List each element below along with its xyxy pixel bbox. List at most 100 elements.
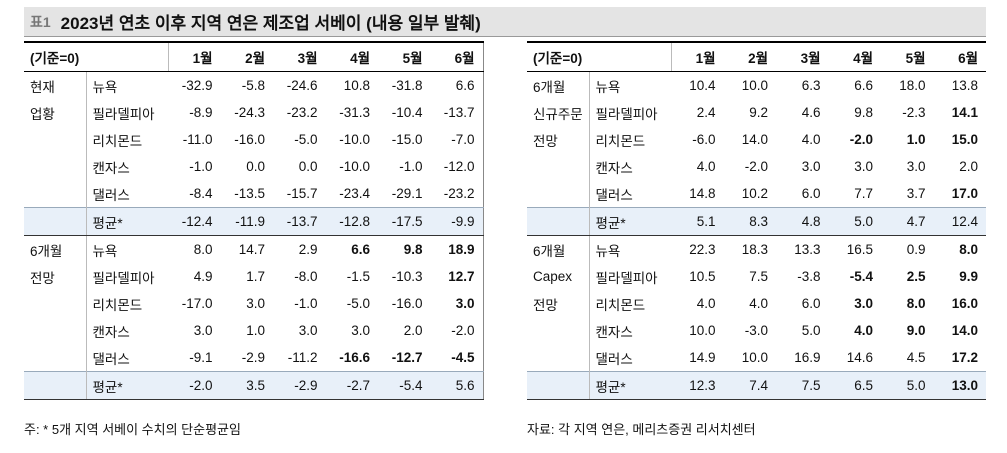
value-cell: 16.5 bbox=[846, 242, 874, 257]
value-cell: -4.5 bbox=[451, 350, 475, 365]
value-cell: -10.3 bbox=[391, 269, 423, 284]
title-bar: 표1 2023년 연초 이후 지역 연은 제조업 서베이 (내용 일부 발췌) bbox=[24, 7, 986, 37]
value-cell: 17.0 bbox=[951, 186, 979, 201]
value-cell: -23.2 bbox=[286, 105, 318, 120]
group-label: 업황 bbox=[24, 99, 87, 126]
value-cell: -7.0 bbox=[451, 132, 475, 147]
group-label bbox=[24, 344, 87, 372]
data-row: 댈러스 14.9 10.0 16.9 14.6 4.5 17.2 bbox=[527, 344, 986, 372]
value-cell: 9.9 bbox=[959, 269, 979, 284]
region: 리치몬드 bbox=[595, 297, 646, 313]
value-cell: -11.0 bbox=[182, 132, 213, 147]
value-cell: 14.8 bbox=[689, 186, 716, 201]
average-cell: 12.3 bbox=[671, 371, 724, 400]
column-header: 2월 bbox=[220, 41, 274, 72]
value-cell: 9.2 bbox=[749, 105, 769, 120]
value-cell: 10.0 bbox=[741, 350, 769, 365]
value-cell: -10.0 bbox=[339, 132, 371, 147]
value-cell: 6.3 bbox=[801, 78, 821, 93]
data-row: 전망 리치몬드 4.0 4.0 6.0 3.0 8.0 16.0 bbox=[527, 290, 986, 317]
region: 댈러스 bbox=[595, 351, 633, 367]
region: 뉴욕 bbox=[595, 79, 621, 95]
value-cell: 18.3 bbox=[741, 242, 769, 257]
data-row: 댈러스 -8.4 -13.5 -15.7 -23.4 -29.1 -23.2 bbox=[24, 180, 483, 208]
value-cell: -13.5 bbox=[234, 186, 266, 201]
value-cell: 17.2 bbox=[951, 350, 979, 365]
region: 리치몬드 bbox=[92, 297, 143, 313]
value-cell: -29.1 bbox=[391, 186, 423, 201]
region: 댈러스 bbox=[92, 351, 130, 367]
value-cell: 4.9 bbox=[193, 269, 213, 284]
region: 댈러스 bbox=[595, 187, 633, 203]
group-label: 전망 bbox=[527, 290, 590, 317]
region: 캔자스 bbox=[595, 160, 633, 176]
average-cell: 8.3 bbox=[723, 207, 777, 236]
data-table: (기준=0) 1월 2월 3월 4월 5월 6월 6개월 뉴욕 10.4 10.0 6.3 6.6 18.… bbox=[527, 41, 987, 400]
value-cell: -2.3 bbox=[902, 105, 926, 120]
value-cell: 18.9 bbox=[448, 242, 475, 257]
column-header: 4월 bbox=[828, 41, 882, 72]
group-label bbox=[24, 126, 87, 153]
average-cell: -2.7 bbox=[325, 371, 379, 400]
column-header: 3월 bbox=[273, 41, 326, 72]
value-cell: 0.9 bbox=[906, 242, 926, 257]
value-cell: 7.5 bbox=[749, 269, 769, 284]
value-cell: -13.7 bbox=[443, 105, 475, 120]
value-cell: 3.0 bbox=[298, 323, 318, 338]
title: 2023년 연초 이후 지역 연은 제조업 서베이 (내용 일부 발췌) bbox=[60, 14, 481, 33]
average-cell: -11.9 bbox=[220, 207, 274, 236]
region: 필라델피아 bbox=[595, 106, 658, 122]
average-cell: -9.9 bbox=[430, 207, 484, 236]
region: 뉴욕 bbox=[92, 243, 118, 259]
value-cell: -2.0 bbox=[744, 159, 769, 174]
value-cell: -2.0 bbox=[451, 323, 475, 338]
average-row: 평균* -2.0 3.5 -2.9 -2.7 -5.4 5.6 bbox=[24, 371, 484, 400]
group-label: 6개월 bbox=[527, 235, 590, 263]
value-cell: 5.0 bbox=[801, 323, 821, 338]
group-label: 전망 bbox=[24, 263, 87, 290]
column-header: 4월 bbox=[325, 41, 379, 72]
value-cell: 12.7 bbox=[448, 269, 475, 284]
data-row: 리치몬드 -11.0 -16.0 -5.0 -10.0 -15.0 -7.0 bbox=[24, 126, 483, 153]
value-cell: 1.0 bbox=[906, 132, 926, 147]
average-label: 평균* bbox=[589, 207, 672, 236]
value-cell: -32.9 bbox=[181, 78, 213, 93]
average-cell: -12.4 bbox=[168, 207, 221, 236]
group-label bbox=[24, 153, 87, 180]
data-row: 캔자스 3.0 1.0 3.0 3.0 2.0 -2.0 bbox=[24, 317, 483, 344]
average-cell: 5.0 bbox=[881, 371, 934, 400]
value-cell: -1.5 bbox=[346, 269, 371, 284]
value-cell: 9.0 bbox=[906, 323, 926, 338]
value-cell: 10.4 bbox=[689, 78, 716, 93]
region: 리치몬드 bbox=[595, 133, 646, 149]
value-cell: -1.0 bbox=[399, 159, 423, 174]
value-cell: 18.0 bbox=[899, 78, 926, 93]
group-label bbox=[527, 371, 590, 400]
value-cell: 3.0 bbox=[854, 159, 874, 174]
column-header: 6월 bbox=[430, 41, 484, 72]
value-cell: -15.0 bbox=[391, 132, 423, 147]
average-cell: -2.0 bbox=[168, 371, 221, 400]
group-label bbox=[24, 180, 87, 208]
value-cell: 10.2 bbox=[741, 186, 769, 201]
value-cell: -8.0 bbox=[294, 269, 318, 284]
data-row: 캔자스 -1.0 0.0 0.0 -10.0 -1.0 -12.0 bbox=[24, 153, 483, 180]
value-cell: -24.6 bbox=[286, 78, 318, 93]
value-cell: -23.2 bbox=[443, 186, 475, 201]
value-cell: -24.3 bbox=[234, 105, 266, 120]
average-cell: 7.4 bbox=[723, 371, 777, 400]
value-cell: 9.8 bbox=[854, 105, 874, 120]
column-header: 5월 bbox=[378, 41, 431, 72]
value-cell: 14.1 bbox=[951, 105, 979, 120]
value-cell: 6.6 bbox=[351, 242, 371, 257]
value-cell: -16.0 bbox=[234, 132, 266, 147]
value-cell: 6.6 bbox=[455, 78, 475, 93]
value-cell: 10.8 bbox=[343, 78, 371, 93]
column-header: 3월 bbox=[776, 41, 829, 72]
table-tag: 표1 bbox=[30, 13, 51, 30]
header-row: (기준=0) 1월 2월 3월 4월 5월 6월 bbox=[527, 41, 987, 72]
average-cell: 4.7 bbox=[881, 207, 934, 236]
data-row: 6개월 뉴욕 10.4 10.0 6.3 6.6 18.0 13.8 bbox=[527, 71, 986, 99]
value-cell: 6.0 bbox=[801, 296, 821, 311]
